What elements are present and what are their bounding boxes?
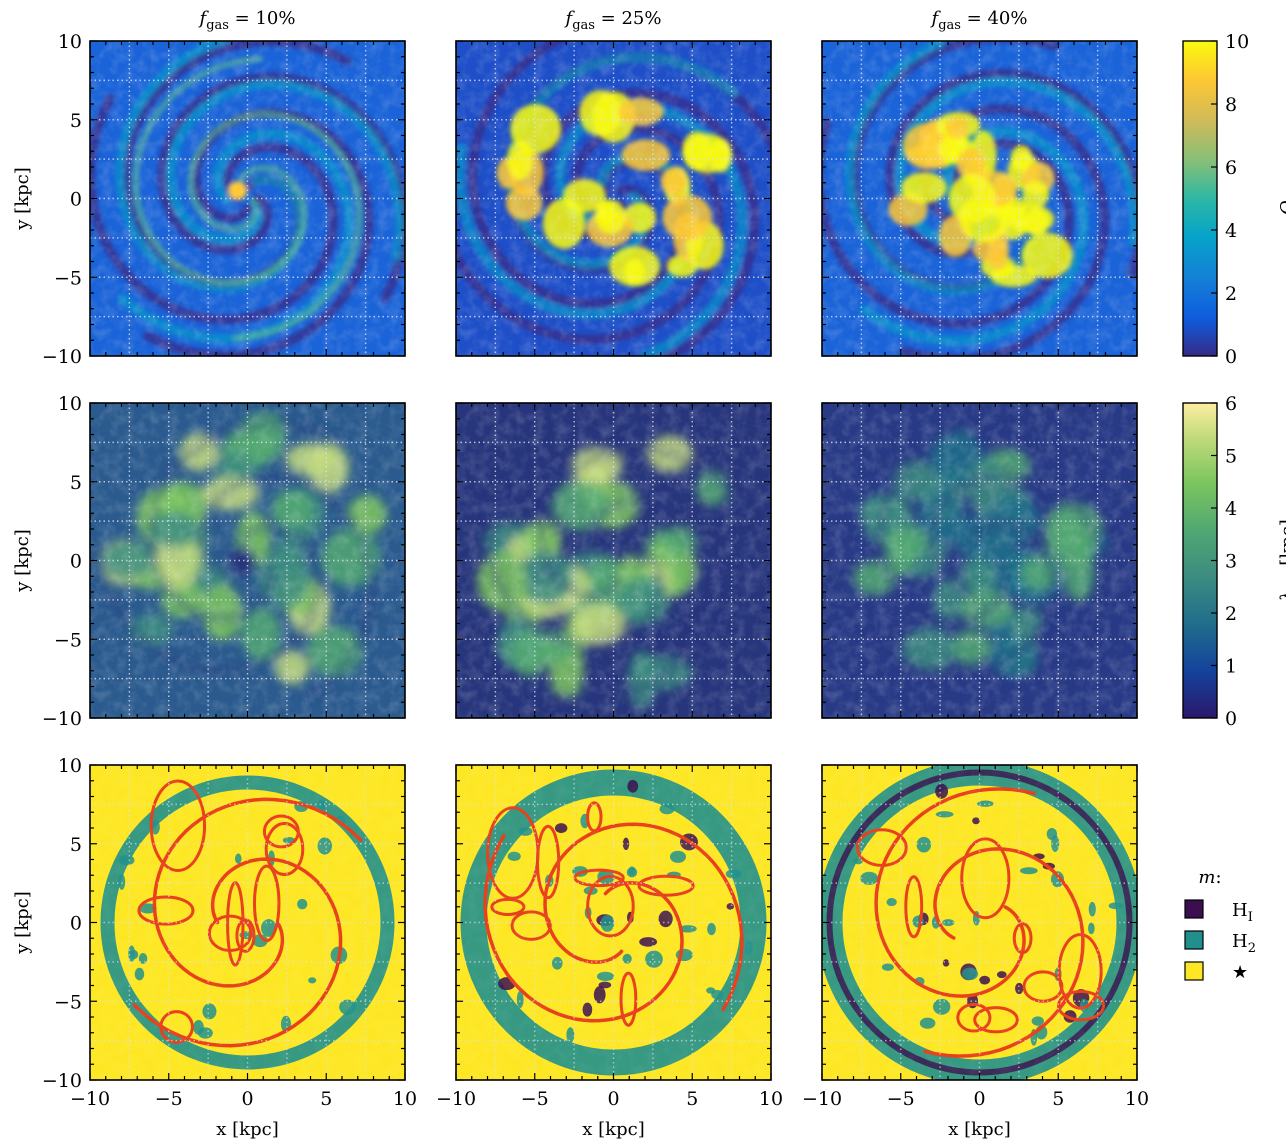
ticks [821, 40, 1138, 357]
x-tick-label: 0 [241, 1088, 253, 1110]
legend: m: HI H2 ★ [1184, 867, 1256, 983]
legend-swatch [1184, 961, 1204, 981]
colorbar-tick-label: 4 [1225, 498, 1237, 520]
grid [90, 41, 405, 356]
x-tick-label: −5 [155, 1088, 183, 1110]
colorbar-label: λRF [kpc] [1277, 519, 1286, 603]
colorbar-tick-label: 0 [1225, 346, 1237, 368]
colorbar-tick-label: 10 [1225, 31, 1249, 53]
x-axis-label: x [kpc] [582, 1119, 644, 1140]
y-tick-label: −10 [42, 708, 82, 730]
grid [90, 765, 405, 1080]
colorbar-tick-label: 6 [1225, 157, 1237, 179]
panel-r1-c2: fgas = 25% [455, 8, 772, 357]
x-tick-label: 5 [320, 1088, 332, 1110]
grid [90, 403, 405, 718]
x-tick-label: −10 [802, 1088, 842, 1110]
y-tick-label: 0 [70, 189, 82, 211]
legend-swatch [1184, 899, 1204, 919]
panel-r1-c3: fgas = 40% [821, 8, 1138, 357]
y-tick-label: 0 [70, 913, 82, 935]
grid [456, 403, 771, 718]
x-tick-label: 5 [686, 1088, 698, 1110]
colorbar-tick-label: 8 [1225, 94, 1237, 116]
ticks [89, 764, 406, 1081]
panel-r2-c1: 10 5 0 −5 −10 y [kpc] [12, 393, 406, 730]
x-tick-label: −5 [887, 1088, 915, 1110]
grid [822, 41, 1137, 356]
colorbar-gradient [1182, 40, 1218, 357]
colorbar-tick-label: 5 [1225, 446, 1237, 468]
heatmap-image-r1-c3 [822, 41, 1137, 356]
y-tick-label: −5 [54, 991, 82, 1013]
panel-r3-c3: −10 −5 0 5 10 x [kpc] [802, 764, 1149, 1140]
column-title: fgas = 25% [564, 8, 662, 33]
colorbar-tick-label: 0 [1225, 708, 1237, 730]
y-tick-label: 0 [70, 551, 82, 573]
x-tick-label: −5 [521, 1088, 549, 1110]
colorbar-tick-label: 6 [1225, 393, 1237, 415]
ticks [89, 40, 406, 357]
ticks [455, 40, 772, 357]
legend-swatch [1184, 930, 1204, 950]
x-tick-label: −10 [70, 1088, 110, 1110]
y-tick-label: 10 [58, 393, 82, 415]
legend-label: ★ [1232, 962, 1248, 983]
x-tick-label: 10 [393, 1088, 417, 1110]
colorbar-lambda_RF: 0 1 2 3 4 5 6 λRF [kpc] [1182, 393, 1286, 730]
panel-r1-c1: 10 5 0 −5 −10 y [kpc] fgas = 10% [12, 8, 406, 368]
ticks [455, 402, 772, 719]
x-axis-label: x [kpc] [948, 1119, 1010, 1140]
y-tick-label: 5 [70, 834, 82, 856]
ticks [455, 764, 772, 1081]
legend-label: H2 [1232, 931, 1256, 956]
column-title: fgas = 40% [930, 8, 1028, 33]
column-title: fgas = 10% [198, 8, 296, 33]
y-tick-label: −5 [54, 267, 82, 289]
grid [456, 765, 771, 1080]
y-axis-label: y [kpc] [12, 167, 33, 230]
legend-title: m: [1198, 867, 1221, 888]
colorbar-label: QRF [1277, 182, 1286, 216]
y-tick-label: −10 [42, 346, 82, 368]
panel-r2-c3 [821, 402, 1138, 719]
y-tick-label: 10 [58, 755, 82, 777]
colorbar-Q_RF: 0 2 4 6 8 10 QRF [1182, 31, 1286, 368]
grid [822, 403, 1137, 718]
y-axis-label: y [kpc] [12, 891, 33, 954]
panel-r2-c2 [455, 402, 772, 719]
y-tick-label: −5 [54, 629, 82, 651]
x-tick-label: −10 [436, 1088, 476, 1110]
ticks [821, 402, 1138, 719]
x-tick-label: 5 [1052, 1088, 1064, 1110]
y-axis-label: y [kpc] [12, 529, 33, 592]
x-tick-label: 0 [607, 1088, 619, 1110]
x-axis-label: x [kpc] [216, 1119, 278, 1140]
colorbar-tick-label: 4 [1225, 220, 1237, 242]
panel-r3-c2: −10 −5 0 5 10 x [kpc] [436, 764, 783, 1140]
colorbar-tick-label: 3 [1225, 551, 1237, 573]
colorbar-tick-label: 2 [1225, 603, 1237, 625]
legend-label: HI [1232, 900, 1253, 925]
panel-r3-c1: 10 5 0 −5 −10 y [kpc] −10 −5 0 5 10 x [kpc] [12, 755, 417, 1140]
colorbar-tick-label: 2 [1225, 283, 1237, 305]
colorbar-tick-label: 1 [1225, 656, 1237, 678]
y-tick-label: 5 [70, 110, 82, 132]
x-tick-label: 10 [759, 1088, 783, 1110]
ticks [821, 764, 1138, 1081]
grid [456, 41, 771, 356]
y-tick-label: 5 [70, 472, 82, 494]
ticks [89, 402, 406, 719]
x-tick-label: 0 [973, 1088, 985, 1110]
y-tick-label: 10 [58, 31, 82, 53]
x-tick-label: 10 [1125, 1088, 1149, 1110]
grid [822, 765, 1137, 1080]
heatmap-image-r1-c2 [456, 41, 771, 356]
y-tick-label: −10 [42, 1070, 82, 1092]
